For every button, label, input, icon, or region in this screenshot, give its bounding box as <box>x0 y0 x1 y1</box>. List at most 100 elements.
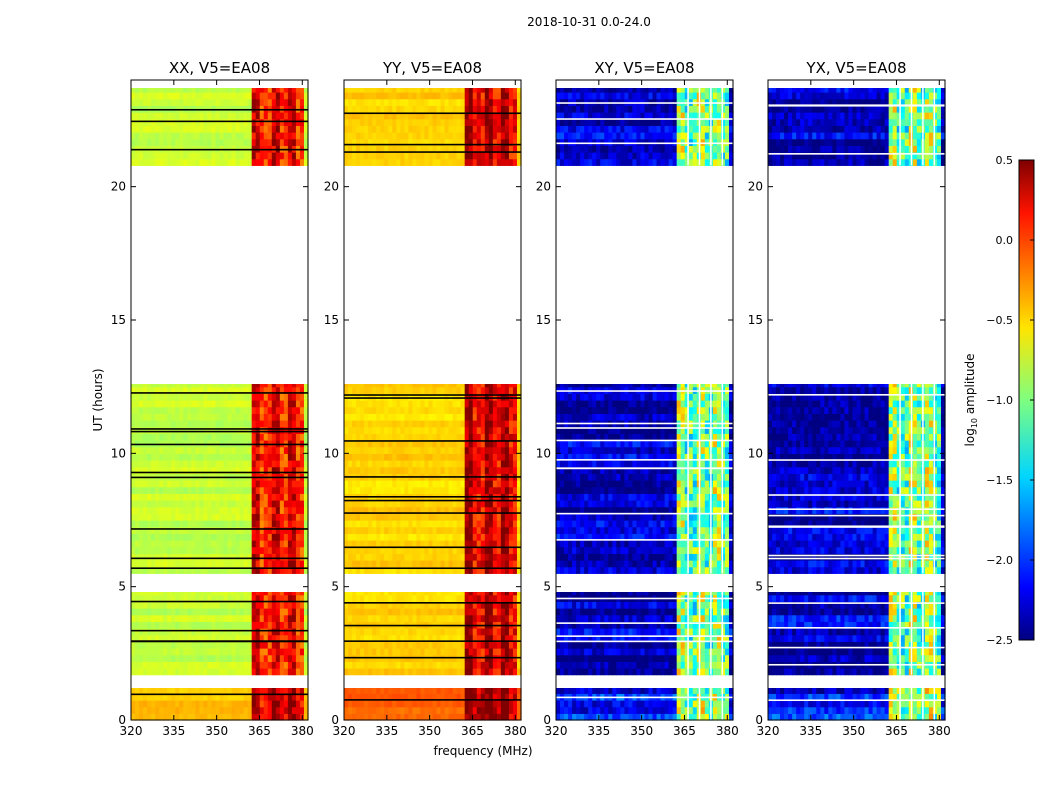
heatmap-cell <box>163 486 168 494</box>
flagged-row <box>131 392 308 394</box>
heatmap-cell <box>480 500 486 508</box>
heatmap-cell <box>412 426 418 434</box>
heatmap-cell <box>384 601 389 609</box>
heatmap-cell <box>199 654 205 662</box>
heatmap-cell <box>344 446 349 454</box>
heatmap-cell <box>400 386 405 394</box>
heatmap-cell <box>215 560 221 568</box>
heatmap-cell <box>143 688 148 694</box>
heatmap-cell <box>259 661 265 669</box>
heatmap-cell <box>183 706 188 714</box>
heatmap-cell <box>392 560 397 568</box>
heatmap-cell <box>259 540 265 548</box>
heatmap-cell <box>396 152 401 160</box>
heatmap-cell <box>187 420 192 428</box>
heatmap-cell <box>211 628 217 636</box>
heatmap-cell <box>500 440 506 448</box>
heatmap-cell <box>135 654 140 662</box>
heatmap-cell <box>496 526 502 534</box>
heatmap-cell <box>344 560 349 568</box>
heatmap-cell <box>175 592 180 596</box>
heatmap-cell <box>131 413 136 421</box>
heatmap-cell <box>344 384 349 388</box>
heatmap-cell <box>255 621 261 629</box>
heatmap-cell <box>380 566 385 574</box>
heatmap-cell <box>291 661 297 669</box>
heatmap-cell <box>195 546 200 554</box>
heatmap-cell <box>472 506 478 514</box>
heatmap-cell <box>223 594 229 602</box>
heatmap-cell <box>452 486 458 494</box>
heatmap-cell <box>279 433 285 441</box>
heatmap-cell <box>211 540 217 548</box>
heatmap-cell <box>496 426 502 434</box>
heatmap-cell <box>143 466 148 474</box>
heatmap-cell <box>227 601 233 609</box>
heatmap-cell <box>404 513 409 521</box>
heatmap-cell <box>223 152 229 160</box>
heatmap-cell <box>303 713 309 721</box>
heatmap-cell <box>251 641 257 649</box>
heatmap-cell <box>219 520 225 528</box>
heatmap-cell <box>203 560 209 568</box>
heatmap-cell <box>279 132 285 140</box>
heatmap-cell <box>131 700 136 708</box>
heatmap-cell <box>448 693 454 701</box>
heatmap-cell <box>392 533 397 541</box>
heatmap-cell <box>476 706 482 714</box>
heatmap-cell <box>219 634 225 642</box>
heatmap-cell <box>500 486 506 494</box>
heatmap-cell <box>432 393 438 401</box>
heatmap-cell <box>251 713 257 721</box>
heatmap-cell <box>360 546 365 554</box>
heatmap-cell <box>207 384 213 388</box>
heatmap-cell <box>275 132 281 140</box>
heatmap-cell <box>408 506 413 514</box>
heatmap-cell <box>344 406 349 414</box>
heatmap-cell <box>219 406 225 414</box>
heatmap-cell <box>211 668 217 676</box>
heatmap-cell <box>271 526 277 534</box>
heatmap-cell <box>299 92 305 100</box>
heatmap-cell <box>364 158 369 166</box>
heatmap-cell <box>171 393 176 401</box>
heatmap-cell <box>408 480 413 488</box>
heatmap-cell <box>151 98 156 106</box>
heatmap-cell <box>299 460 305 468</box>
heatmap-cell <box>464 480 470 488</box>
heatmap-cell <box>492 506 498 514</box>
heatmap-cell <box>428 628 434 636</box>
heatmap-cell <box>247 138 253 146</box>
heatmap-cell <box>508 513 514 521</box>
heatmap-cell <box>356 460 361 468</box>
heatmap-cell <box>223 533 229 541</box>
heatmap-cell <box>223 493 229 501</box>
heatmap-cell <box>508 400 514 408</box>
heatmap-cell <box>131 460 136 468</box>
heatmap-cell <box>131 648 136 656</box>
heatmap-cell <box>376 713 381 721</box>
heatmap-cell <box>380 420 385 428</box>
heatmap-cell <box>512 628 518 636</box>
heatmap-cell <box>432 426 438 434</box>
heatmap-cell <box>207 700 213 708</box>
heatmap-cell <box>275 621 281 629</box>
heatmap-cell <box>384 426 389 434</box>
heatmap-cell <box>259 641 265 649</box>
heatmap-cell <box>291 158 297 166</box>
flagged-row <box>131 476 308 479</box>
heatmap-cell <box>239 608 245 616</box>
heatmap-cell <box>460 433 466 441</box>
heatmap-cell <box>215 112 221 120</box>
heatmap-cell <box>408 713 413 721</box>
heatmap-cell <box>440 433 446 441</box>
heatmap-cell <box>283 400 289 408</box>
heatmap-cell <box>259 480 265 488</box>
heatmap-cell <box>384 158 389 166</box>
heatmap-cell <box>139 125 144 133</box>
heatmap-cell <box>251 648 257 656</box>
heatmap-cell <box>171 628 176 636</box>
heatmap-cell <box>147 158 152 166</box>
heatmap-cell <box>295 440 301 448</box>
heatmap-cell <box>424 480 430 488</box>
